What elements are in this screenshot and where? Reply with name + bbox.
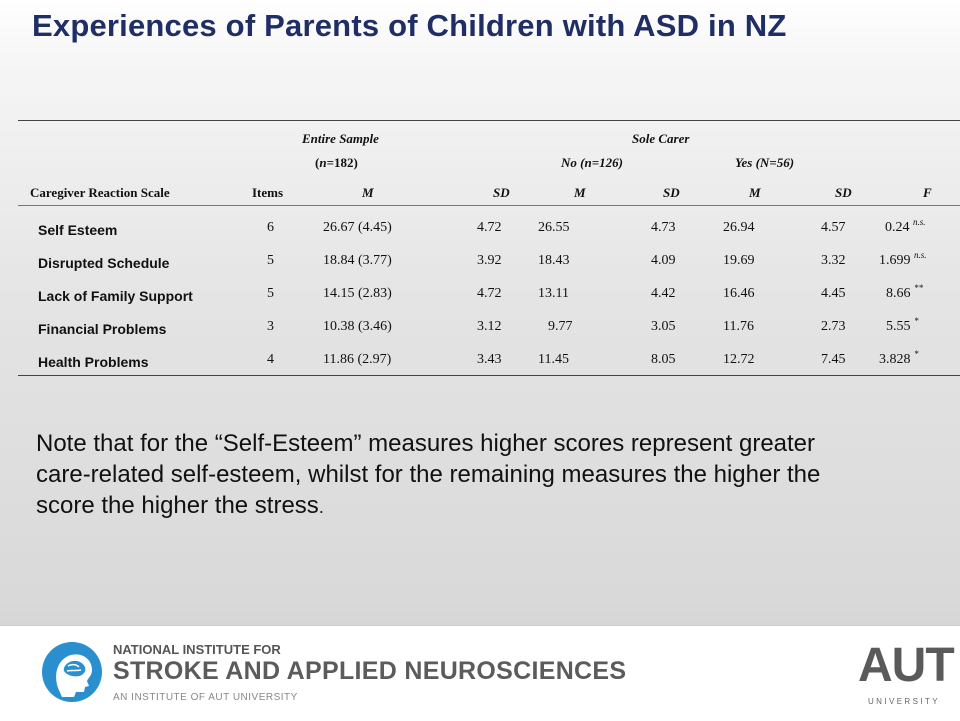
cell-yes-sd: 4.57 bbox=[821, 220, 846, 235]
cell-yes-sd: 7.45 bbox=[821, 352, 846, 367]
row-label: Lack of Family Support bbox=[38, 288, 193, 304]
f-significance: ** bbox=[914, 283, 923, 293]
cell-yes-sd: 4.45 bbox=[821, 286, 846, 301]
cell-f: 1.699 n.s. bbox=[879, 250, 927, 269]
cell-entire-m: 11.86 (2.97) bbox=[323, 352, 392, 367]
note-paragraph: Note that for the “Self-Esteem” measures… bbox=[36, 428, 856, 523]
header-rule bbox=[18, 205, 960, 206]
cell-yes-m: 16.46 bbox=[723, 286, 755, 301]
col-scale: Caregiver Reaction Scale bbox=[30, 185, 170, 200]
cell-no-sd: 4.42 bbox=[651, 286, 676, 301]
col-f: F bbox=[923, 185, 932, 200]
cell-yes-sd: 2.73 bbox=[821, 319, 846, 334]
cell-f: 3.828 * bbox=[879, 349, 919, 368]
cell-no-sd: 8.05 bbox=[651, 352, 676, 367]
cell-items: 6 bbox=[267, 220, 274, 235]
cell-entire-m: 18.84 (3.77) bbox=[323, 253, 392, 268]
cell-entire-sd: 3.12 bbox=[477, 319, 502, 334]
institute-line1: NATIONAL INSTITUTE FOR bbox=[113, 642, 281, 657]
cell-entire-m: 26.67 (4.45) bbox=[323, 220, 392, 235]
f-significance: n.s. bbox=[913, 217, 926, 227]
cell-f: 5.55 * bbox=[886, 316, 919, 335]
cell-entire-m: 14.15 (2.83) bbox=[323, 286, 392, 301]
f-significance: * bbox=[914, 349, 919, 359]
aut-logo-sub: UNIVERSITY bbox=[867, 697, 940, 706]
f-value: 8.66 bbox=[886, 286, 911, 301]
cell-no-m: 13.11 bbox=[538, 286, 569, 301]
cell-yes-m: 11.76 bbox=[723, 319, 754, 334]
row-label: Financial Problems bbox=[38, 321, 167, 337]
header-entire-sample-n: (n=182) bbox=[315, 155, 358, 170]
col-yes-sd: SD bbox=[835, 185, 852, 200]
col-no-sd: SD bbox=[663, 185, 680, 200]
cell-f: 0.24 n.s. bbox=[885, 217, 926, 236]
f-value: 3.828 bbox=[879, 352, 911, 367]
slide-title: Experiences of Parents of Children with … bbox=[32, 8, 787, 43]
note-tail: . bbox=[318, 497, 324, 517]
row-label: Health Problems bbox=[38, 354, 149, 370]
cell-no-m: 11.45 bbox=[538, 352, 569, 367]
cell-items: 3 bbox=[267, 319, 274, 334]
footer-band bbox=[0, 625, 960, 721]
header-sole-carer: Sole Carer bbox=[632, 131, 690, 146]
cell-no-m: 9.77 bbox=[548, 319, 573, 334]
cell-items: 5 bbox=[267, 253, 274, 268]
f-value: 5.55 bbox=[886, 319, 911, 334]
institute-line2: STROKE AND APPLIED NEUROSCIENCES bbox=[113, 657, 627, 685]
aut-logo: AUT bbox=[858, 639, 955, 692]
col-entire-m: M bbox=[362, 185, 374, 200]
row-label: Self Esteem bbox=[38, 222, 118, 238]
cell-no-m: 18.43 bbox=[538, 253, 570, 268]
f-value: 1.699 bbox=[879, 253, 911, 268]
header-no: No (n=126) bbox=[561, 155, 623, 170]
cell-no-m: 26.55 bbox=[538, 220, 570, 235]
cell-f: 8.66 ** bbox=[886, 283, 923, 302]
header-yes: Yes (N=56) bbox=[735, 155, 795, 170]
cell-no-sd: 3.05 bbox=[651, 319, 676, 334]
results-table: Entire Sample (n=182) Sole Carer No (n=1… bbox=[18, 120, 960, 376]
cell-items: 5 bbox=[267, 286, 274, 301]
institute-line3: AN INSTITUTE OF AUT UNIVERSITY bbox=[113, 692, 298, 703]
cell-yes-m: 12.72 bbox=[723, 352, 755, 367]
cell-yes-sd: 3.32 bbox=[821, 253, 846, 268]
cell-yes-m: 26.94 bbox=[723, 220, 755, 235]
cell-entire-sd: 3.43 bbox=[477, 352, 502, 367]
col-no-m: M bbox=[574, 185, 586, 200]
cell-entire-sd: 4.72 bbox=[477, 220, 502, 235]
cell-entire-sd: 3.92 bbox=[477, 253, 502, 268]
col-yes-m: M bbox=[749, 185, 761, 200]
col-entire-sd: SD bbox=[493, 185, 510, 200]
brain-head-logo-icon bbox=[42, 642, 102, 702]
cell-no-sd: 4.73 bbox=[651, 220, 676, 235]
f-significance: * bbox=[914, 316, 919, 326]
col-items: Items bbox=[252, 185, 284, 200]
f-value: 0.24 bbox=[885, 220, 910, 235]
cell-no-sd: 4.09 bbox=[651, 253, 676, 268]
cell-entire-m: 10.38 (3.46) bbox=[323, 319, 392, 334]
f-significance: n.s. bbox=[914, 250, 927, 260]
cell-entire-sd: 4.72 bbox=[477, 286, 502, 301]
header-entire-sample: Entire Sample bbox=[302, 131, 379, 146]
cell-yes-m: 19.69 bbox=[723, 253, 755, 268]
note-text: Note that for the “Self-Esteem” measures… bbox=[36, 430, 821, 519]
row-label: Disrupted Schedule bbox=[38, 255, 170, 271]
cell-items: 4 bbox=[267, 352, 274, 367]
